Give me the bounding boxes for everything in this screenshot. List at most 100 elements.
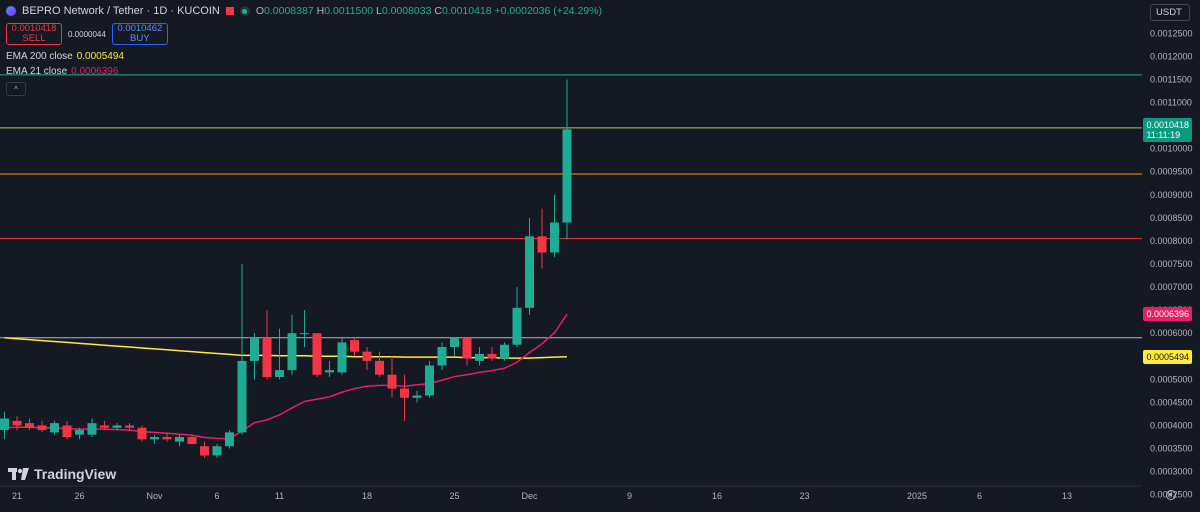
candle[interactable] <box>375 351 384 378</box>
candle[interactable] <box>100 420 109 431</box>
candle[interactable] <box>537 208 547 269</box>
candle[interactable] <box>112 423 122 431</box>
candle-body <box>512 307 522 345</box>
candle[interactable] <box>175 434 184 447</box>
candle[interactable] <box>325 360 334 378</box>
y-tick-label: 0.0006000 <box>1150 328 1193 338</box>
candle[interactable] <box>87 418 97 437</box>
candle[interactable] <box>300 310 309 348</box>
candle-body <box>175 436 184 442</box>
price-axis[interactable] <box>1142 0 1200 512</box>
y-tick-label: 0.0003000 <box>1150 467 1193 477</box>
candle-body <box>212 446 222 456</box>
candle[interactable] <box>262 310 272 380</box>
y-tick-label: 0.0012500 <box>1150 28 1193 38</box>
y-tick-label: 0.0009500 <box>1150 167 1193 177</box>
candle[interactable] <box>225 430 234 449</box>
symbol-title[interactable]: BEPRO Network / Tether · 1D · KUCOIN <box>22 5 220 17</box>
market-status-icon <box>239 6 250 16</box>
tradingview-logo[interactable]: TradingView <box>8 466 116 482</box>
candle-body <box>125 425 134 428</box>
sell-button[interactable]: 0.0010418 SELL <box>6 23 62 45</box>
candle[interactable] <box>150 434 159 444</box>
y-tick-label: 0.0008000 <box>1150 236 1193 246</box>
candle[interactable] <box>12 416 22 431</box>
candle[interactable] <box>62 420 72 440</box>
candle[interactable] <box>162 432 172 442</box>
ema21-legend[interactable]: EMA 21 close 0.0006396 <box>6 66 118 77</box>
ema200-line[interactable] <box>4 337 568 359</box>
candle[interactable] <box>487 347 497 361</box>
candle[interactable] <box>0 411 9 440</box>
y-tick-label: 0.0003500 <box>1150 444 1193 454</box>
ema200-label: EMA 200 close <box>6 51 73 62</box>
candle[interactable] <box>550 194 559 258</box>
candle[interactable] <box>362 347 372 371</box>
candle[interactable] <box>337 337 347 375</box>
candle[interactable] <box>437 342 447 371</box>
collapse-indicators-icon[interactable]: ^ <box>6 82 26 96</box>
candle[interactable] <box>250 333 259 380</box>
candle[interactable] <box>450 337 459 357</box>
x-tick-label: 9 <box>627 491 632 501</box>
candle[interactable] <box>275 328 284 380</box>
candle[interactable] <box>562 79 572 240</box>
spread-value: 0.0000044 <box>68 29 106 39</box>
candle[interactable] <box>200 441 209 458</box>
candle-body <box>300 333 309 335</box>
trade-panel: 0.0010418 SELL 0.0000044 0.0010462 BUY <box>6 23 168 45</box>
candle[interactable] <box>412 390 422 403</box>
candle[interactable] <box>212 443 222 458</box>
close-label: C <box>434 5 442 17</box>
candle-body <box>325 370 334 373</box>
y-tick-label: 0.0009000 <box>1150 190 1193 200</box>
candle[interactable] <box>137 425 147 442</box>
candle[interactable] <box>475 347 484 366</box>
candle-body <box>287 333 297 371</box>
candle[interactable] <box>37 420 47 433</box>
ema21-price-tag: 0.0006396 <box>1143 307 1192 322</box>
ema200-legend[interactable]: EMA 200 close 0.0005494 <box>6 51 124 62</box>
high-label: H <box>316 5 325 17</box>
low-label: L <box>375 5 382 17</box>
candle[interactable] <box>237 264 247 435</box>
candle[interactable] <box>350 337 359 357</box>
candle[interactable] <box>387 356 397 398</box>
candle[interactable] <box>312 333 322 378</box>
buy-label: BUY <box>130 33 150 44</box>
candle-body <box>450 337 459 348</box>
tradingview-logo-icon <box>8 468 29 480</box>
currency-selector[interactable]: USDT <box>1150 4 1190 21</box>
candle[interactable] <box>425 360 434 398</box>
y-tick-label: 0.0011500 <box>1150 74 1192 84</box>
last-price-tag: 0.0010418 11:11:19 <box>1143 118 1192 143</box>
candle[interactable] <box>462 337 472 366</box>
candle-body <box>162 436 172 440</box>
candle[interactable] <box>400 374 409 421</box>
close-value: 0.0010418 <box>441 5 492 17</box>
x-tick-label: 11 <box>275 491 284 501</box>
change-value: +0.0002036 (+24.29%) <box>494 5 602 17</box>
candle[interactable] <box>25 418 34 431</box>
candle[interactable] <box>50 420 59 435</box>
flag-icon[interactable] <box>225 7 234 15</box>
ema21-line[interactable] <box>4 313 568 440</box>
candle[interactable] <box>125 423 134 431</box>
candle[interactable] <box>512 287 522 348</box>
candle[interactable] <box>75 427 84 440</box>
candle[interactable] <box>525 217 534 315</box>
y-tick-label: 0.0012000 <box>1150 51 1193 61</box>
candle[interactable] <box>187 434 197 444</box>
gear-icon[interactable] <box>1166 490 1176 500</box>
x-tick-label: 6 <box>214 491 219 501</box>
candle[interactable] <box>500 342 509 361</box>
chart-header: BEPRO Network / Tether · 1D · KUCOIN O0.… <box>6 5 602 17</box>
low-value: 0.0008033 <box>381 5 432 17</box>
candle[interactable] <box>287 314 297 375</box>
x-tick-label: Nov <box>146 491 163 501</box>
sell-price: 0.0010418 <box>11 23 57 34</box>
sell-label: SELL <box>22 33 46 44</box>
candle-body <box>525 236 534 308</box>
buy-button[interactable]: 0.0010462 BUY <box>111 23 168 45</box>
